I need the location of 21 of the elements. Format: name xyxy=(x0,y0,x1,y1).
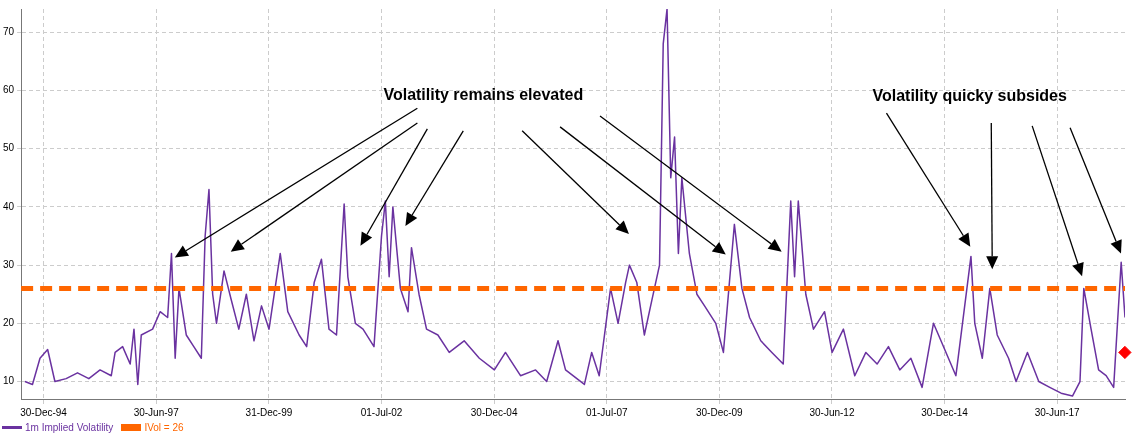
y-tick-label: 60 xyxy=(3,84,15,96)
y-tick-label: 10 xyxy=(3,375,15,387)
y-tick-label: 50 xyxy=(3,142,15,154)
x-tick-label: 30-Dec-04 xyxy=(470,406,518,418)
legend-label: IVol = 26 xyxy=(144,422,184,433)
legend-label: 1m Implied Volatility xyxy=(25,422,114,433)
y-tick-label: 30 xyxy=(3,258,15,270)
x-tick-label: 30-Dec-94 xyxy=(20,406,68,418)
y-tick-label: 20 xyxy=(3,317,15,329)
x-tick-label: 30-Dec-14 xyxy=(921,406,969,418)
y-tick-label: 40 xyxy=(3,200,15,212)
y-tick-label: 70 xyxy=(3,26,15,38)
x-tick-label: 30-Jun-97 xyxy=(133,406,180,418)
x-tick-label: 30-Jun-12 xyxy=(809,406,855,418)
x-tick-label: 01-Jul-02 xyxy=(360,406,403,418)
x-tick-label: 30-Dec-09 xyxy=(695,406,744,418)
x-tick-label: 30-Jun-17 xyxy=(1034,406,1081,418)
annotation: Volatility remains elevated xyxy=(383,85,584,103)
x-tick-label: 31-Dec-99 xyxy=(245,406,293,418)
annotation: Volatility quicky subsides xyxy=(872,86,1068,104)
x-tick-label: 01-Jul-07 xyxy=(585,406,629,418)
